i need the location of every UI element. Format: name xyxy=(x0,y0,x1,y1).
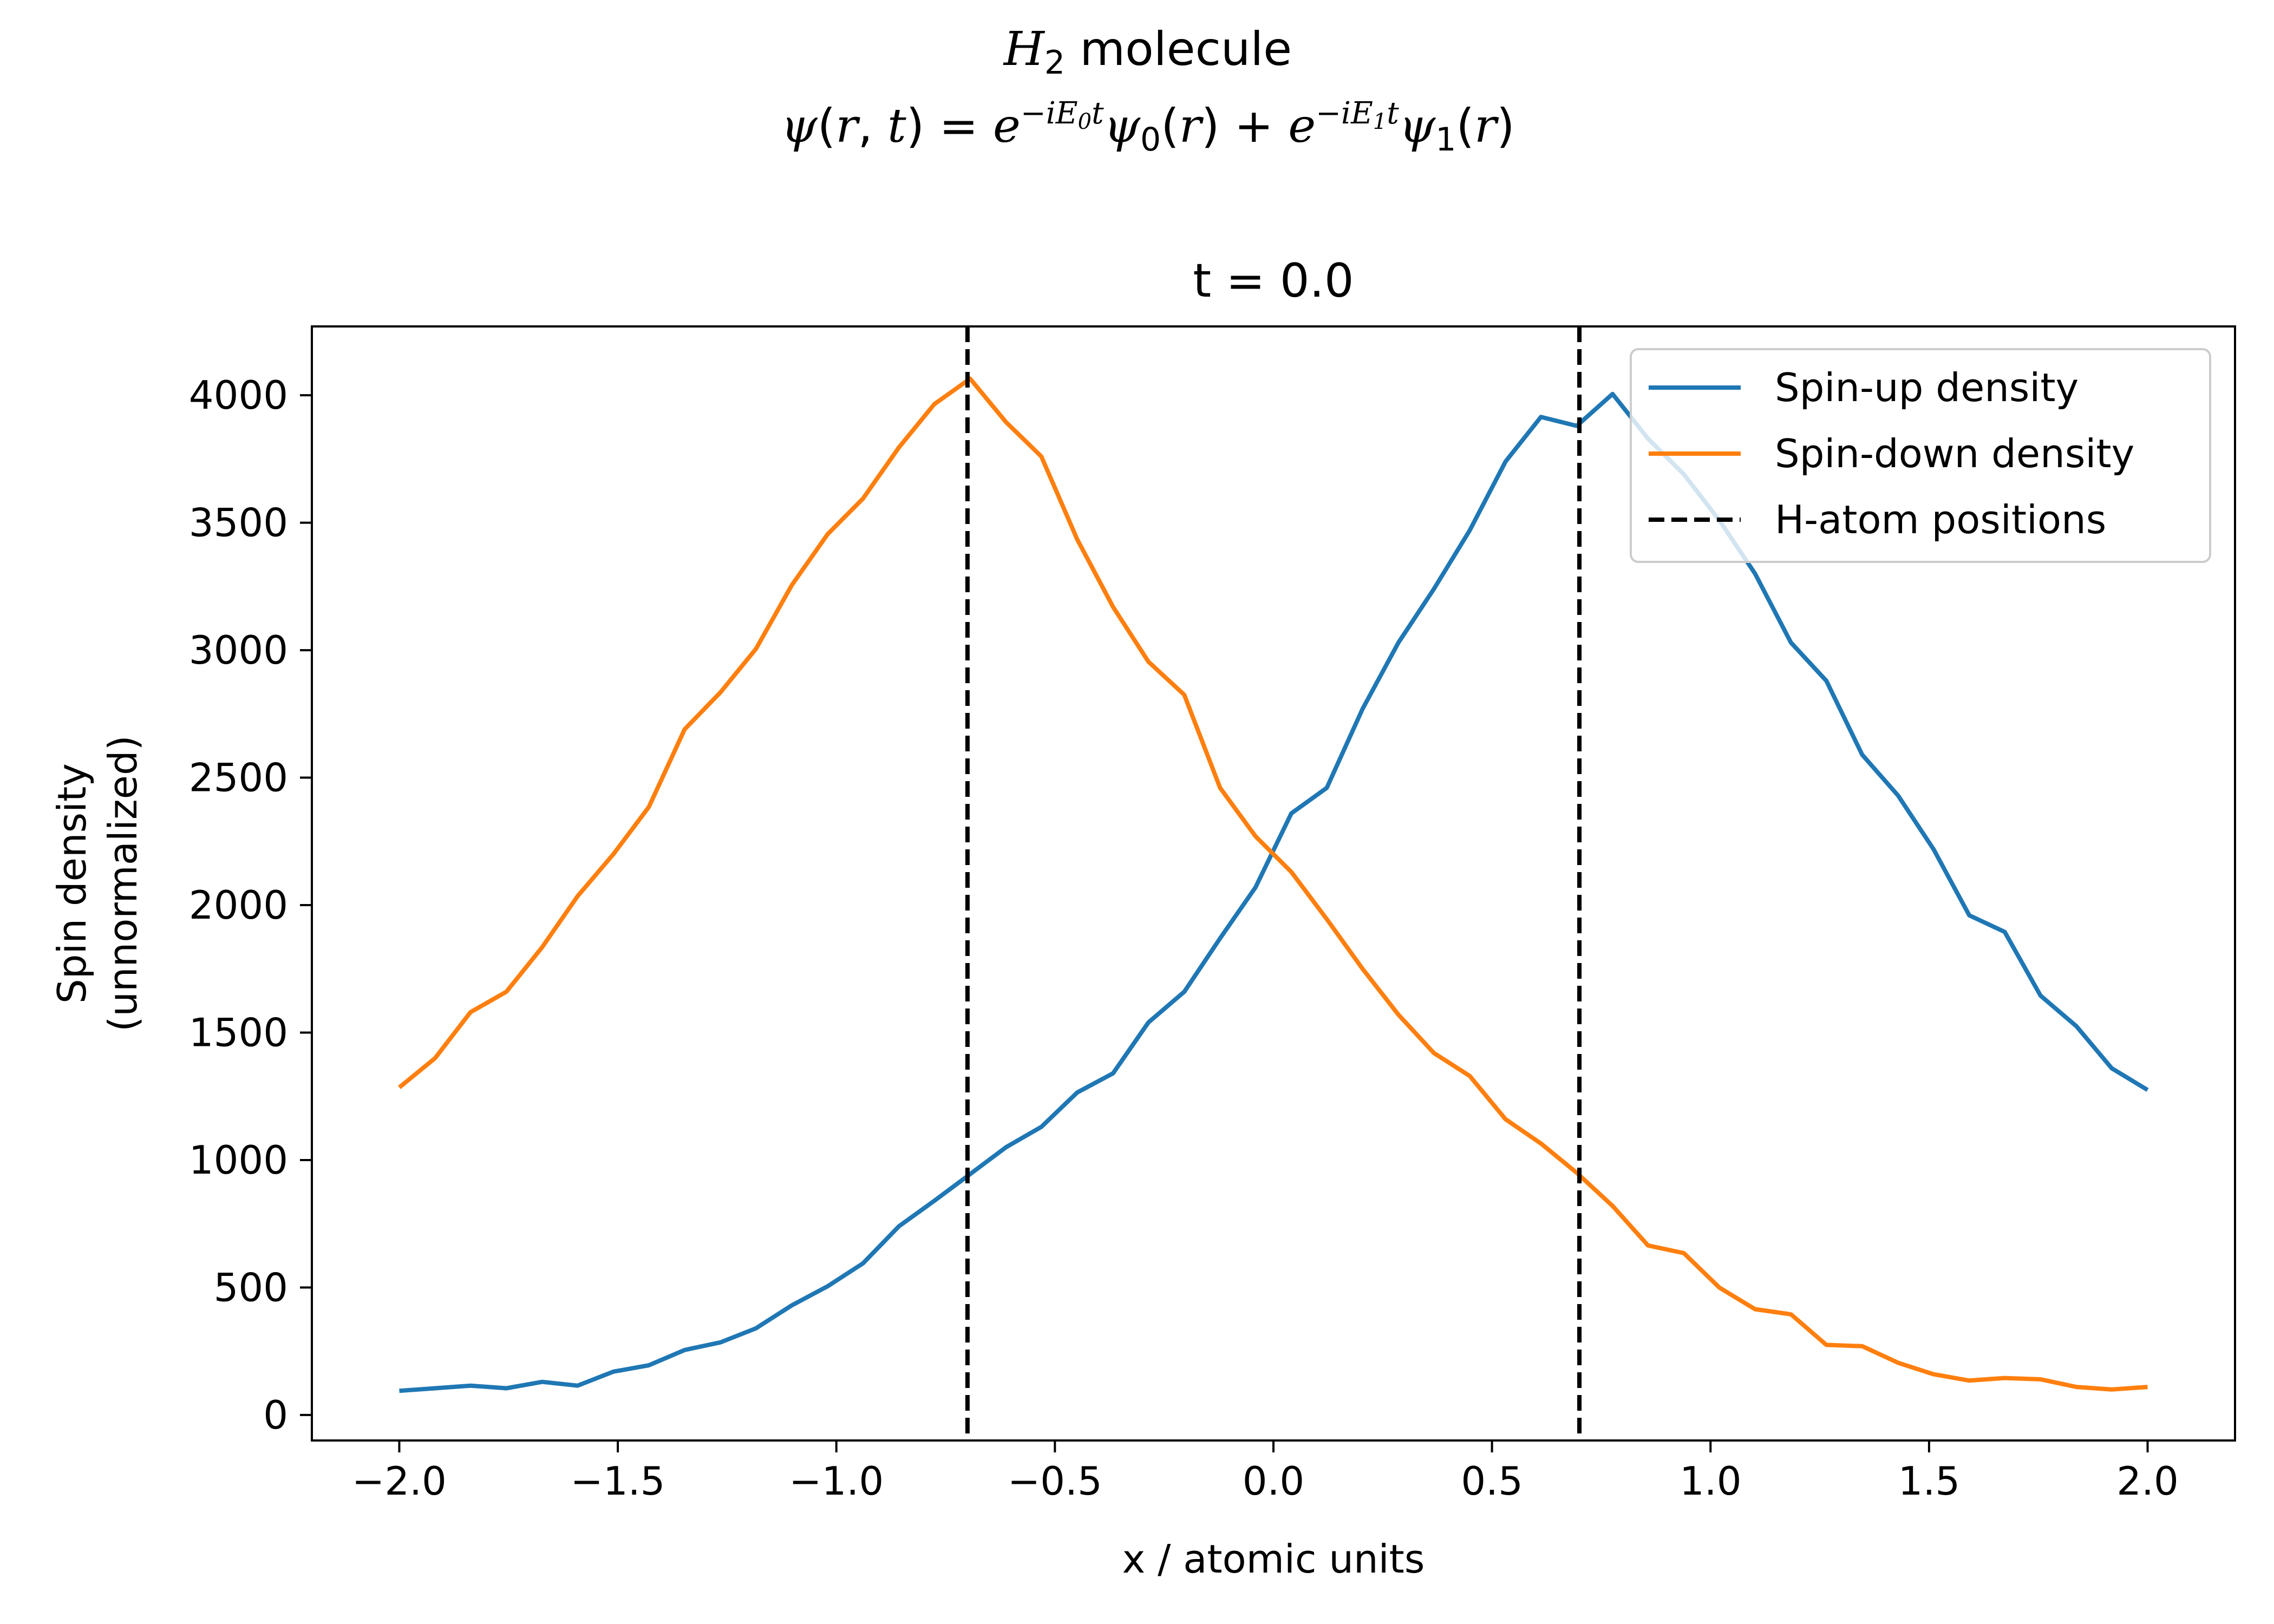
x-tick-label: 0.5 xyxy=(1461,1458,1523,1504)
x-tick-label: 1.5 xyxy=(1898,1458,1961,1504)
legend-label-h-atom-positions: H-atom positions xyxy=(1775,497,2106,542)
y-tick-label: 4000 xyxy=(189,372,288,418)
y-tick-label: 3000 xyxy=(189,627,288,673)
legend-box xyxy=(1630,348,2211,563)
y-tick-label: 1500 xyxy=(189,1010,288,1055)
y-tick-label: 2500 xyxy=(189,755,288,801)
y-tick-label: 500 xyxy=(214,1265,288,1310)
x-axis-label: x / atomic units xyxy=(1122,1536,1425,1582)
legend: Spin-up density Spin-down density H-atom… xyxy=(1630,348,2211,563)
x-tick-label: 0.0 xyxy=(1243,1458,1305,1504)
suptitle-molecule-word: molecule xyxy=(1065,22,1292,76)
y-axis-label-line-1: Spin density xyxy=(49,763,95,1004)
series-line-spin-down xyxy=(397,376,2148,1392)
x-tick-label: 2.0 xyxy=(2116,1458,2179,1504)
x-tick-label: −2.0 xyxy=(352,1458,447,1504)
x-tick-label: −1.0 xyxy=(789,1458,884,1504)
tick-layer: −2.0 −1.5 −1.0 −0.5 0.0 0.5 1.0 1.5 2.0 0 500 1000 1… xyxy=(189,372,2179,1504)
suptitle-line-1: H2 molecule xyxy=(1003,22,1292,82)
x-tick-label: −1.5 xyxy=(571,1458,665,1504)
axes-title: t = 0.0 xyxy=(1193,254,1354,308)
y-axis-label-line-2: (unnormalized) xyxy=(100,735,146,1032)
y-tick-label: 0 xyxy=(263,1392,288,1438)
suptitle-line-2: ψ(r, t) = e−iE0tψ0(r) + e−iE1tψ1(r) xyxy=(781,96,1514,159)
axes-frame xyxy=(311,325,2236,1442)
series-line-spin-up xyxy=(399,391,2149,1393)
suptitle-molecule-symbol: H xyxy=(1003,22,1045,76)
y-tick-label: 2000 xyxy=(189,882,288,928)
legend-label-spin-down: Spin-down density xyxy=(1775,431,2134,476)
y-tick-label: 3500 xyxy=(189,500,288,546)
x-tick-label: 1.0 xyxy=(1680,1458,1742,1504)
suptitle-molecule-subscript: 2 xyxy=(1044,44,1065,82)
legend-label-spin-up: Spin-up density xyxy=(1775,365,2079,410)
y-tick-label: 1000 xyxy=(189,1137,288,1183)
plot-lines-layer xyxy=(397,326,2149,1440)
x-tick-label: −0.5 xyxy=(1008,1458,1102,1504)
